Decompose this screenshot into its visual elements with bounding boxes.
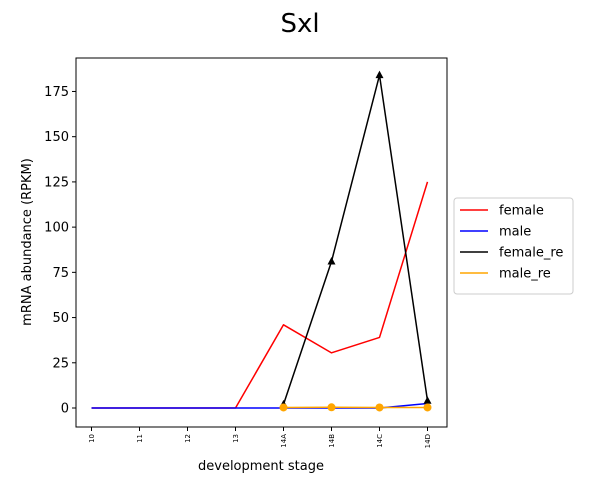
x-tick-label: 12	[184, 434, 192, 443]
plot-lines	[91, 74, 429, 409]
legend-box	[453, 197, 574, 295]
legend-label-female: female	[499, 204, 544, 219]
legend-label-male: male	[499, 225, 531, 240]
x-tick-label: 13	[232, 434, 240, 443]
x-tick-label: 14D	[424, 434, 432, 448]
y-tick-label: 125	[44, 175, 69, 190]
legend-label-female_re: female_re	[499, 246, 563, 261]
x-tick-label: 14A	[280, 434, 288, 448]
x-tick-label: 14C	[376, 434, 384, 448]
data-point-female_re	[423, 396, 432, 404]
y-axis: 0 25 50 75 100 125 150 175	[44, 85, 76, 417]
x-axis: 10 11 12 13 14A 14B 14C 14D	[88, 427, 432, 448]
y-tick-label: 150	[44, 130, 69, 145]
data-point-male_re	[423, 403, 432, 412]
y-tick-label: 100	[44, 221, 69, 236]
y-tick-label: 25	[52, 356, 69, 371]
chart-title: Sxl	[280, 9, 319, 39]
data-point-female_re	[327, 256, 336, 265]
x-tick-label: 14B	[328, 434, 336, 448]
legend-label-male_re: male_re	[499, 267, 551, 282]
y-axis-label: mRNA abundance (RPKM)	[20, 158, 35, 326]
x-axis-label: development stage	[198, 459, 324, 474]
series-line-female_re	[282, 74, 429, 405]
y-tick-label: 0	[61, 402, 69, 417]
x-tick-label: 11	[136, 434, 144, 443]
y-tick-label: 175	[44, 85, 69, 100]
y-tick-label: 75	[52, 266, 69, 281]
data-point-male_re	[279, 403, 288, 412]
x-tick-label: 10	[88, 434, 96, 443]
y-tick-label: 50	[52, 311, 69, 326]
series-line-female	[91, 181, 429, 409]
plot-frame	[75, 57, 448, 428]
plot-markers	[279, 70, 432, 412]
data-point-female_re	[375, 70, 384, 79]
legend: female male female_re male_re	[453, 197, 574, 295]
data-point-male_re	[327, 403, 336, 412]
data-point-male_re	[375, 403, 384, 412]
